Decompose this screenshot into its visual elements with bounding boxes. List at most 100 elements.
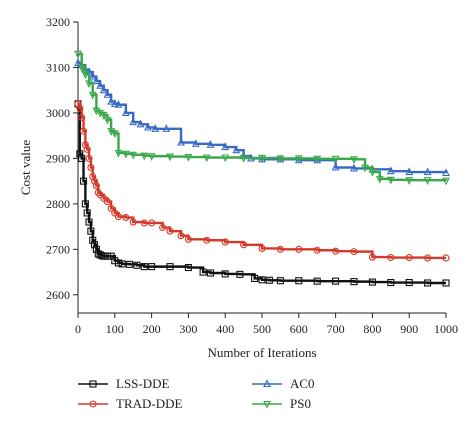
data-point (240, 241, 248, 249)
data-point (88, 71, 97, 80)
data-point (199, 268, 207, 276)
y-tick-label: 2800 (46, 197, 70, 211)
data-point (92, 245, 100, 253)
data-point (232, 145, 241, 154)
x-tick-label: 400 (216, 322, 234, 336)
data-point (88, 91, 97, 100)
legend-label: PS0 (290, 396, 311, 411)
data-point (76, 104, 84, 112)
data-point (405, 167, 414, 176)
legend-label: LSS-DDE (116, 376, 170, 391)
data-point (79, 127, 88, 135)
data-point (203, 236, 211, 244)
data-point (350, 156, 358, 165)
data-point (331, 155, 340, 164)
data-point (332, 277, 340, 285)
data-point (206, 140, 215, 148)
data-point (191, 139, 200, 147)
x-tick-label: 800 (363, 322, 381, 336)
data-point (85, 154, 93, 162)
data-point (423, 177, 432, 185)
data-point (140, 152, 149, 161)
data-point (83, 209, 91, 217)
data-point (313, 155, 322, 164)
data-point (140, 263, 148, 271)
x-tick-label: 100 (106, 322, 124, 336)
data-point (99, 112, 108, 120)
data-point (295, 245, 303, 253)
data-point (129, 218, 137, 226)
data-point (74, 58, 82, 66)
x-tick-label: 1000 (434, 322, 458, 336)
data-point (89, 173, 97, 181)
data-point (424, 254, 432, 262)
data-point (110, 99, 119, 107)
data-point (121, 150, 130, 159)
data-point (81, 141, 89, 149)
series-ps0 (74, 50, 450, 186)
data-point (111, 209, 119, 217)
data-point (361, 164, 369, 173)
data-point (129, 151, 138, 160)
legend-item-trad-dde: TRAD-DDE (78, 396, 182, 411)
data-point (166, 263, 174, 271)
y-tick-label: 2900 (46, 151, 70, 165)
data-point (107, 204, 115, 212)
data-point (166, 227, 174, 235)
series-line-lss-dde (78, 102, 446, 285)
data-point (96, 251, 104, 259)
data-point (221, 142, 230, 151)
data-point (114, 213, 123, 221)
data-point (239, 154, 248, 163)
data-point (92, 182, 100, 190)
x-tick-label: 300 (179, 322, 197, 336)
data-point (184, 153, 193, 162)
data-point (125, 260, 134, 268)
data-point (221, 154, 230, 163)
data-point (350, 278, 358, 286)
data-point (81, 200, 89, 208)
data-point (221, 270, 229, 278)
data-point (202, 154, 211, 163)
data-point (276, 245, 284, 253)
data-point (85, 218, 93, 226)
data-point (368, 253, 376, 261)
x-tick-label: 0 (75, 322, 81, 336)
data-point (162, 124, 171, 132)
data-point (265, 276, 273, 284)
data-point (96, 191, 104, 199)
data-point (258, 276, 266, 284)
data-point (96, 80, 104, 89)
data-point (100, 252, 108, 260)
data-point (78, 113, 86, 122)
data-point (91, 177, 99, 185)
legend-marker (89, 380, 97, 388)
data-point (74, 50, 82, 59)
data-point (103, 198, 111, 206)
data-point (442, 254, 450, 262)
data-point (423, 167, 432, 176)
data-point (103, 90, 112, 98)
data-point (74, 100, 82, 108)
data-point (375, 175, 384, 184)
data-point (114, 100, 123, 108)
data-point (386, 176, 395, 185)
data-point (350, 163, 358, 172)
series-layer (74, 50, 450, 287)
data-point (103, 252, 111, 260)
y-tick-label: 3000 (46, 106, 70, 120)
series-line-trad-dde (78, 102, 446, 260)
data-point (118, 260, 126, 268)
data-point (442, 177, 450, 186)
data-point (107, 96, 116, 105)
x-tick-label: 900 (400, 322, 418, 336)
data-point (107, 252, 115, 260)
data-point (79, 177, 88, 185)
data-point (136, 119, 145, 128)
data-point (85, 80, 93, 89)
data-point (442, 168, 450, 177)
data-point (133, 261, 141, 269)
data-point (405, 278, 413, 287)
x-tick-label: 500 (253, 322, 271, 336)
data-point (147, 153, 156, 161)
